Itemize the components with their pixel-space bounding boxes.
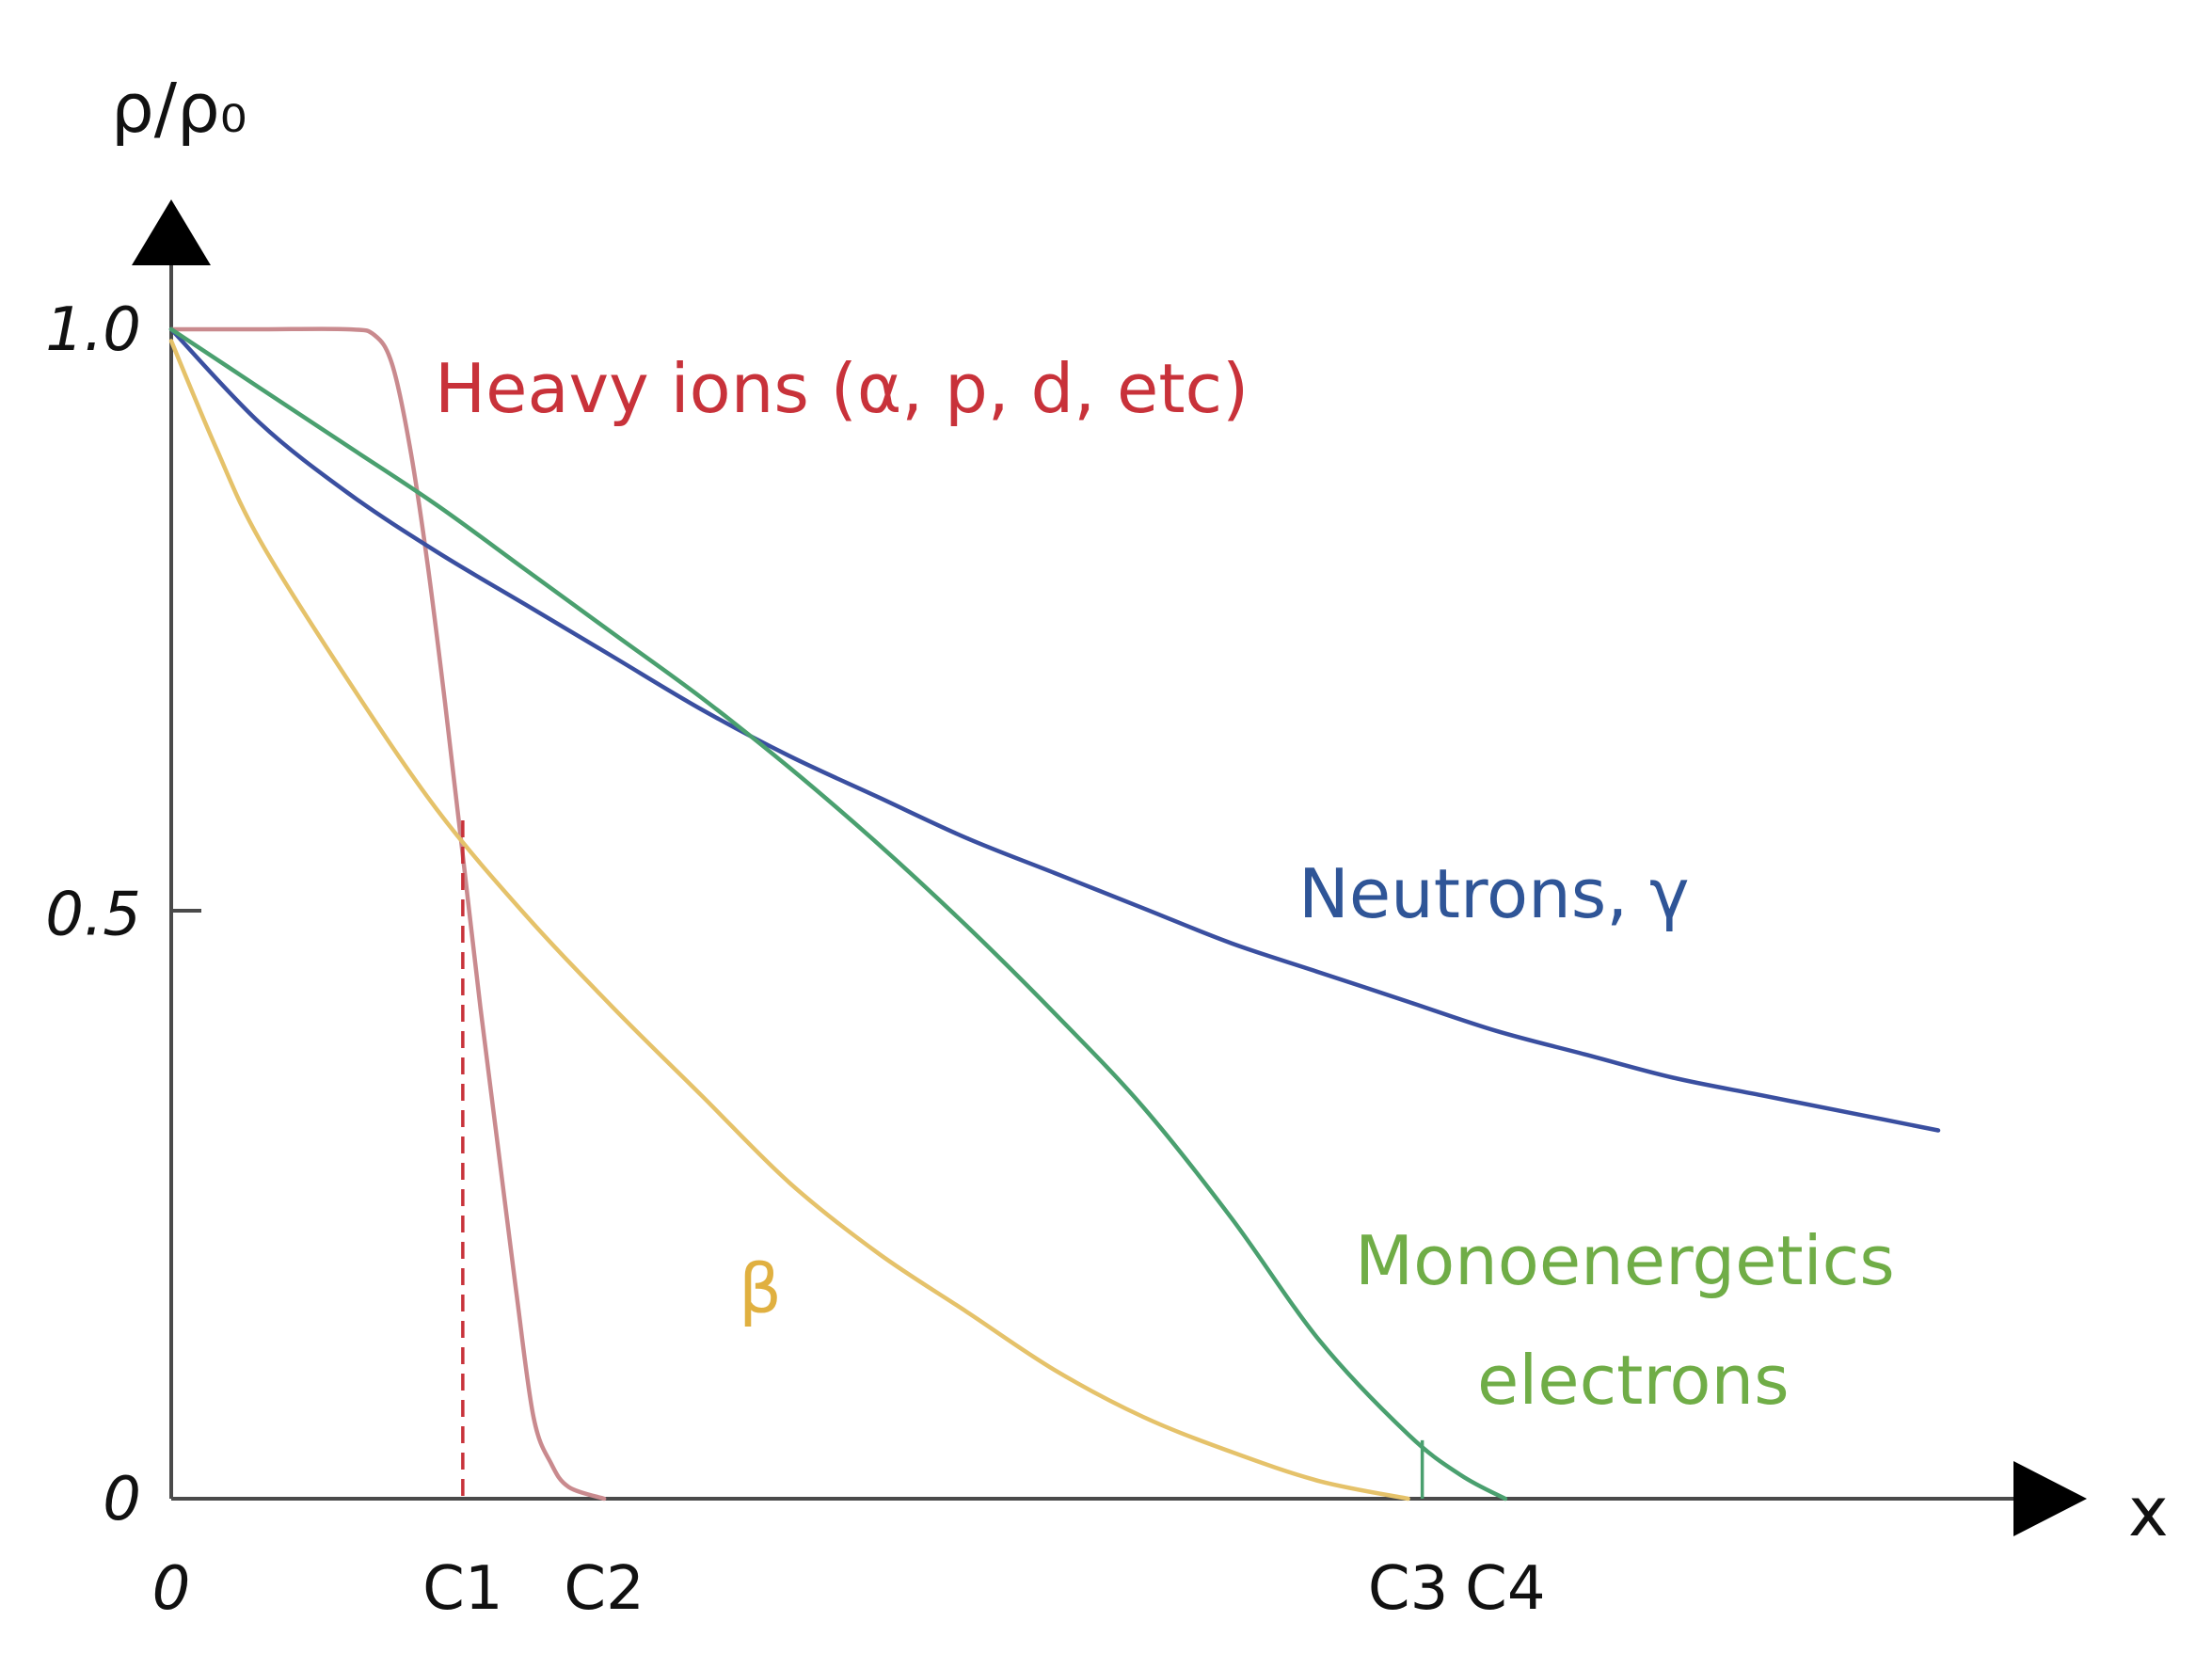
axes: [132, 199, 2087, 1536]
series-curves: [168, 326, 1941, 1502]
label-heavy-ions: Heavy ions (α, p, d, etc): [435, 349, 1249, 428]
x-tick-label: C4: [1465, 1554, 1545, 1624]
series-line-3: [168, 339, 1410, 1502]
x-tick-label: C1: [422, 1554, 502, 1624]
y-tick-label: 0.5: [45, 881, 141, 950]
x-tick-labels: 0 C1 C2 C3 C4: [152, 1554, 1546, 1624]
y-tick-label: 1.0: [45, 295, 141, 365]
y-tick-label: 0: [103, 1465, 141, 1534]
x-axis-arrowhead: [2013, 1461, 2087, 1536]
label-monoenergetics-line2: electrons: [1477, 1341, 1790, 1420]
series-line-0: [168, 326, 607, 1502]
x-axis-title: x: [2128, 1472, 2169, 1551]
y-axis-title: ρ/ρ₀: [111, 69, 247, 148]
label-neutrons-gamma: Neutrons, γ: [1298, 854, 1690, 933]
y-axis-arrowhead: [132, 199, 211, 265]
label-monoenergetics-line1: Monoenergetics: [1355, 1221, 1895, 1300]
label-beta: β: [739, 1249, 782, 1328]
series-line-2: [168, 326, 1508, 1502]
x-tick-label: C2: [564, 1554, 644, 1624]
y-tick-labels: 1.0 0.5 0: [45, 295, 141, 1534]
x-tick-label: 0: [152, 1554, 191, 1624]
marker-lines: [461, 820, 1424, 1499]
series-line-1: [168, 326, 1941, 1133]
x-tick-label: C3: [1368, 1554, 1448, 1624]
